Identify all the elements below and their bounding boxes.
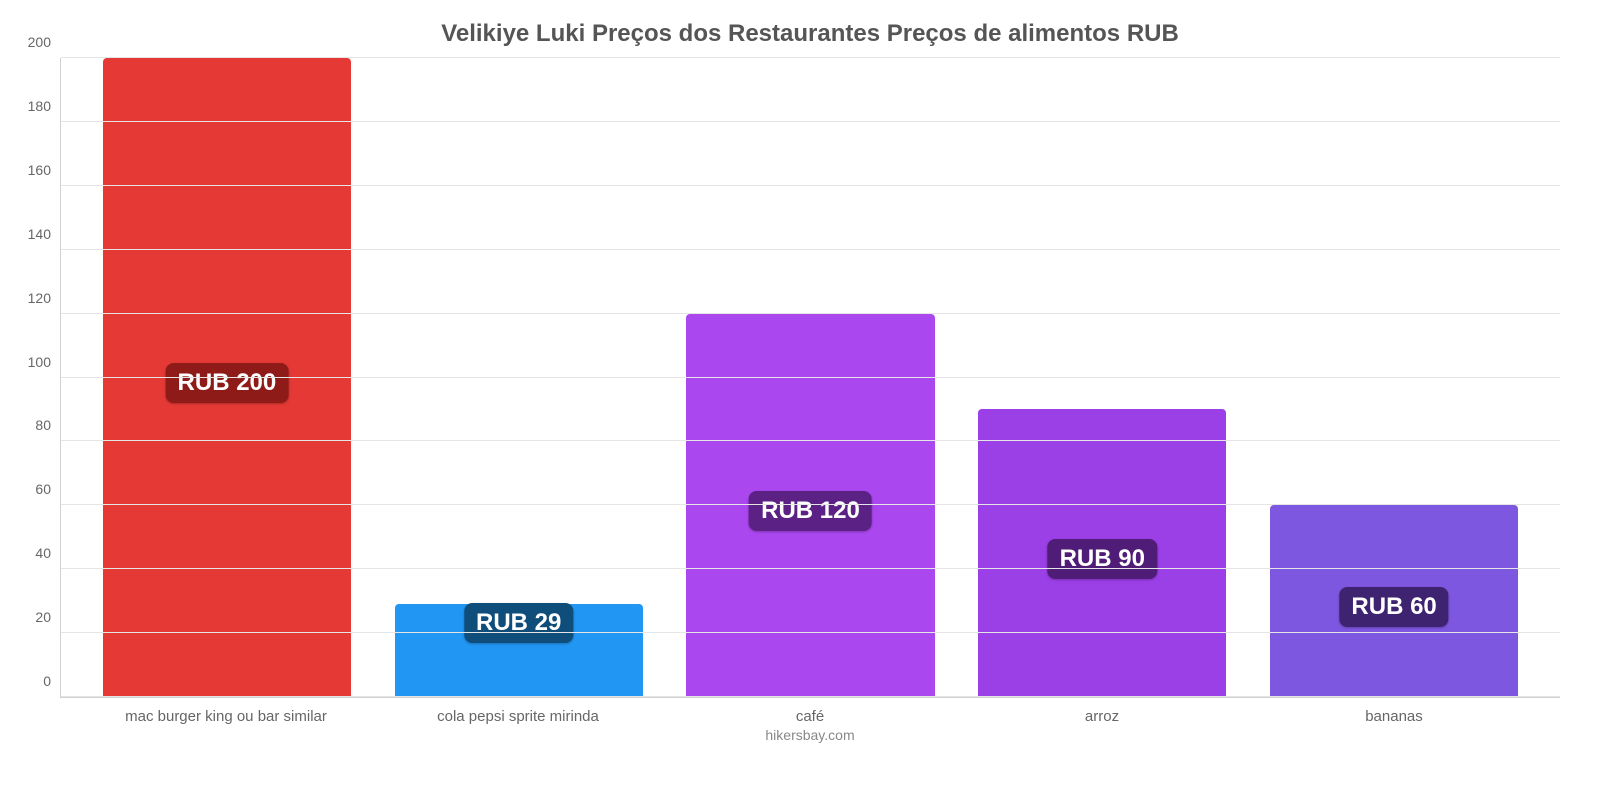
price-bar-chart: Velikiye Luki Preços dos Restaurantes Pr…	[0, 0, 1600, 800]
value-label: RUB 90	[1048, 539, 1157, 579]
y-tick-label: 180	[28, 98, 51, 114]
y-tick-label: 140	[28, 226, 51, 242]
x-axis-label: bananas	[1248, 708, 1540, 725]
value-label: RUB 60	[1339, 587, 1448, 627]
y-tick-label: 100	[28, 354, 51, 370]
chart-credit: hikersbay.com	[60, 727, 1560, 743]
x-axis-labels: mac burger king ou bar similarcola pepsi…	[60, 698, 1560, 725]
x-axis-label: arroz	[956, 708, 1248, 725]
y-tick-label: 160	[28, 162, 51, 178]
x-axis-label: café	[664, 708, 956, 725]
y-tick-label: 0	[43, 673, 51, 689]
chart-title: Velikiye Luki Preços dos Restaurantes Pr…	[60, 20, 1560, 48]
y-tick-label: 40	[35, 545, 51, 561]
bars-container: RUB 200 RUB 29 RUB 120 RUB 90 RUB 60	[61, 58, 1560, 697]
y-tick-label: 80	[35, 417, 51, 433]
y-tick-label: 120	[28, 290, 51, 306]
bar-slot: RUB 200	[81, 58, 373, 697]
bar-slot: RUB 29	[373, 58, 665, 697]
bar-slot: RUB 60	[1248, 58, 1540, 697]
x-axis-label: cola pepsi sprite mirinda	[372, 708, 664, 725]
value-label: RUB 120	[749, 491, 872, 531]
bar-slot: RUB 120	[665, 58, 957, 697]
value-label: RUB 200	[166, 363, 289, 403]
x-axis-label: mac burger king ou bar similar	[80, 708, 372, 725]
plot-area: RUB 200RUB 29RUB 120RUB 90RUB 60 0204060…	[60, 58, 1560, 698]
value-label: RUB 29	[464, 603, 573, 643]
y-tick-label: 60	[35, 481, 51, 497]
y-tick-label: 20	[35, 609, 51, 625]
bar-slot: RUB 90	[956, 58, 1248, 697]
y-tick-label: 200	[28, 34, 51, 50]
